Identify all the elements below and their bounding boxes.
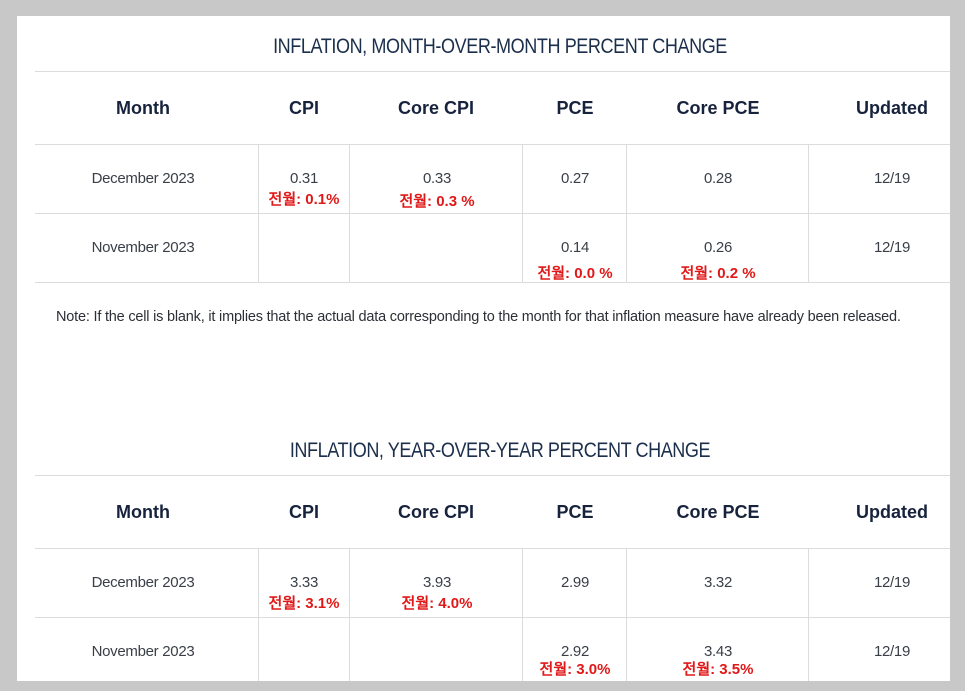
yoy-row1-core-cpi-prev: 전월: 4.0% (401, 595, 473, 612)
yoy-header-updated: Updated (856, 502, 928, 522)
yoy-title-rule (35, 475, 950, 476)
mom-header-core-cpi: Core CPI (397, 98, 475, 118)
yoy-header-pce: PCE (556, 502, 594, 522)
mom-title-rule (35, 71, 950, 72)
mom-vline (349, 144, 350, 282)
mom-vline (258, 144, 259, 282)
yoy-vline (522, 548, 523, 681)
mom-vline (808, 144, 809, 282)
mom-row1-core-cpi-prev: 전월: 0.3 % (399, 193, 475, 210)
mom-row2-core-pce: 0.26 (704, 239, 732, 256)
yoy-row1-pce: 2.99 (561, 574, 589, 591)
mom-table-title: INFLATION, MONTH-OVER-MONTH PERCENT CHAN… (273, 35, 727, 58)
mom-header-core-pce: Core PCE (676, 98, 760, 118)
mom-row2-updated: 12/19 (873, 239, 911, 256)
yoy-row2-core-pce: 3.43 (704, 643, 732, 660)
mom-row2-core-pce-prev: 전월: 0.2 % (680, 265, 756, 282)
yoy-row2-updated: 12/19 (873, 643, 911, 660)
yoy-vline (349, 548, 350, 681)
mom-row1-core-pce: 0.28 (704, 170, 732, 187)
mom-row2-pce: 0.14 (561, 239, 589, 256)
mom-row1-rule (35, 213, 950, 214)
yoy-row1-month: December 2023 (91, 574, 195, 591)
yoy-row2-pce-prev: 전월: 3.0% (539, 661, 611, 678)
yoy-row1-cpi-prev: 전월: 3.1% (268, 595, 340, 612)
blank-cell-note: Note: If the cell is blank, it implies t… (56, 309, 901, 325)
inflation-page: INFLATION, MONTH-OVER-MONTH PERCENT CHAN… (17, 16, 950, 681)
yoy-row1-core-cpi: 3.93 (423, 574, 451, 591)
mom-header-pce: PCE (556, 98, 594, 118)
yoy-row2-month: November 2023 (91, 643, 195, 660)
yoy-header-month: Month (116, 502, 170, 522)
yoy-vline (626, 548, 627, 681)
mom-row1-cpi: 0.31 (290, 170, 318, 187)
yoy-vline (258, 548, 259, 681)
mom-vline (626, 144, 627, 282)
mom-row1-pce: 0.27 (561, 170, 589, 187)
yoy-header-cpi: CPI (288, 502, 319, 522)
mom-row1-cpi-prev: 전월: 0.1% (268, 191, 340, 208)
yoy-row2-pce: 2.92 (561, 643, 589, 660)
mom-vline (522, 144, 523, 282)
mom-row1-updated: 12/19 (873, 170, 911, 187)
yoy-row1-updated: 12/19 (873, 574, 911, 591)
mom-row1-month: December 2023 (91, 170, 195, 187)
mom-header-cpi: CPI (288, 98, 319, 118)
mom-header-updated: Updated (856, 98, 928, 118)
mom-header-month: Month (116, 98, 170, 118)
yoy-row1-rule (35, 617, 950, 618)
mom-row2-pce-prev: 전월: 0.0 % (537, 265, 613, 282)
yoy-header-rule (35, 548, 950, 549)
yoy-header-core-cpi: Core CPI (397, 502, 475, 522)
yoy-row1-core-pce: 3.32 (704, 574, 732, 591)
mom-header-rule (35, 144, 950, 145)
yoy-row2-core-pce-prev: 전월: 3.5% (682, 661, 754, 678)
yoy-header-core-pce: Core PCE (676, 502, 760, 522)
mom-row2-rule (35, 282, 950, 283)
yoy-table-title: INFLATION, YEAR-OVER-YEAR PERCENT CHANGE (289, 439, 711, 462)
mom-row1-core-cpi: 0.33 (423, 170, 451, 187)
mom-row2-month: November 2023 (91, 239, 195, 256)
yoy-row1-cpi: 3.33 (290, 574, 318, 591)
yoy-vline (808, 548, 809, 681)
